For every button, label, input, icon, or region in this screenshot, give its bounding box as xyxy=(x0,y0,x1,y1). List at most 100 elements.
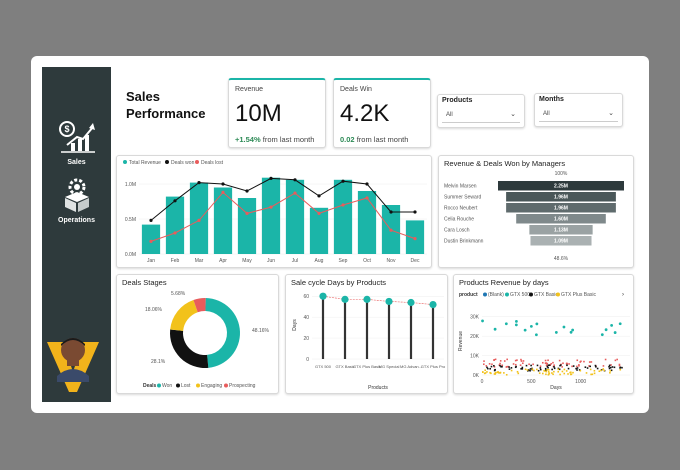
revenue-point xyxy=(493,373,496,375)
revenue-point xyxy=(517,372,520,375)
revenue-point xyxy=(544,362,547,364)
revenue-point xyxy=(547,359,549,362)
revenue-point xyxy=(545,373,547,376)
y-tick-label: 20K xyxy=(470,334,480,340)
revenue-point xyxy=(603,369,605,372)
revenue-point xyxy=(614,359,617,362)
chart-legend: Total Revenue Deals won Deals lost xyxy=(123,160,224,166)
legend-label: Total Revenue xyxy=(129,160,161,166)
revenue-point xyxy=(598,370,601,373)
revenue-point xyxy=(491,363,493,366)
revenue-point xyxy=(498,372,500,374)
revenue-point xyxy=(536,364,539,367)
revenue-point xyxy=(585,372,588,374)
products-slicer[interactable]: Products All ⌄ xyxy=(437,94,525,128)
lollipop-head xyxy=(407,298,415,307)
funnel-category-label: Cara Losch xyxy=(444,228,470,234)
revenue-point xyxy=(484,372,487,374)
y-axis-title: Revenue xyxy=(458,331,464,351)
revenue-point xyxy=(571,365,573,368)
revenue-point xyxy=(563,368,566,371)
lollipop-head xyxy=(429,301,437,309)
revenue-point xyxy=(536,368,538,371)
products-dropdown[interactable]: All ⌄ xyxy=(442,107,520,123)
svg-text:$: $ xyxy=(64,124,69,134)
legend-swatch xyxy=(196,383,200,388)
revenue-point xyxy=(596,367,599,370)
revenue-point xyxy=(618,322,622,326)
revenue-point xyxy=(496,371,499,373)
revenue-point xyxy=(609,371,611,374)
series-point-2 xyxy=(149,239,153,243)
revenue-point xyxy=(567,367,570,370)
y-tick-label: 0.0M xyxy=(125,252,136,258)
funnel-bar xyxy=(529,225,593,235)
revenue-point xyxy=(504,322,508,326)
months-slicer[interactable]: Months All ⌄ xyxy=(534,93,623,127)
lollipop-head xyxy=(385,297,393,306)
sidebar-item-operations[interactable]: Operations xyxy=(42,177,111,224)
revenue-bar xyxy=(237,198,257,254)
legend-swatch xyxy=(157,383,161,388)
series-point-2 xyxy=(365,196,369,200)
funnel-value-label: 1.96M xyxy=(554,195,568,201)
revenue-point xyxy=(609,370,612,372)
x-tick-label: Aug xyxy=(315,258,324,264)
series-point-2 xyxy=(389,228,393,232)
revenue-point xyxy=(535,322,539,326)
revenue-point xyxy=(578,364,580,366)
kpi-change: 0.02 xyxy=(340,135,355,144)
revenue-point xyxy=(541,361,544,364)
revenue-bar xyxy=(261,177,281,254)
sidebar-item-sales[interactable]: $ Sales xyxy=(42,119,111,166)
funnel-category-label: Melvin Marsen xyxy=(444,184,477,190)
months-dropdown[interactable]: All ⌄ xyxy=(539,106,618,122)
revenue-point xyxy=(552,373,554,376)
revenue-point xyxy=(561,366,563,368)
revenue-point xyxy=(566,364,568,367)
x-tick-label: GTX Basic xyxy=(335,364,354,369)
revenue-point xyxy=(544,367,547,370)
revenue-point xyxy=(553,370,555,373)
revenue-point xyxy=(553,364,555,367)
revenue-point xyxy=(608,365,610,368)
series-point-2 xyxy=(173,231,177,235)
revenue-point xyxy=(571,328,575,332)
revenue-point xyxy=(486,366,488,369)
series-point-1 xyxy=(317,194,321,198)
revenue-point xyxy=(613,366,616,369)
legend-label: Deals won xyxy=(171,160,195,166)
donut-slice xyxy=(170,299,198,331)
revenue-point xyxy=(516,359,518,361)
x-tick-label: GTX Plus Pro xyxy=(421,364,446,369)
kpi-change-line: +1.54% from last month xyxy=(235,135,314,144)
revenue-point xyxy=(544,369,547,372)
series-point-1 xyxy=(173,199,177,203)
kpi-suffix: from last month xyxy=(356,135,409,144)
revenue-point xyxy=(493,366,496,368)
x-tick-label: May xyxy=(242,258,252,264)
revenue-point xyxy=(547,368,550,371)
sidebar-item-label: Sales xyxy=(67,159,86,166)
revenue-point xyxy=(484,369,486,372)
revenue-combo-chart-card: Total Revenue Deals won Deals lost 0.0M 0… xyxy=(116,155,432,268)
revenue-point xyxy=(483,372,486,375)
funnel-bar xyxy=(498,181,624,191)
revenue-point xyxy=(531,368,534,370)
funnel-value-label: 1.13M xyxy=(554,228,568,234)
x-axis-title: Days xyxy=(550,385,562,391)
revenue-point xyxy=(547,364,550,367)
managers-funnel-chart: 100% 48.6% Melvin Marsen 2.25M Summer Seward… xyxy=(444,171,624,262)
x-tick-label: 500 xyxy=(527,379,536,385)
series-point-1 xyxy=(341,179,345,183)
revenue-point xyxy=(510,369,513,372)
revenue-bar xyxy=(333,179,353,254)
revenue-point xyxy=(523,328,527,332)
revenue-point xyxy=(546,362,549,365)
legend-label: GTX Plus Basic xyxy=(561,292,597,298)
revenue-point xyxy=(508,368,511,370)
series-point-2 xyxy=(197,218,201,222)
revenue-point xyxy=(600,369,602,372)
revenue-point xyxy=(576,369,578,371)
revenue-point xyxy=(520,358,522,361)
